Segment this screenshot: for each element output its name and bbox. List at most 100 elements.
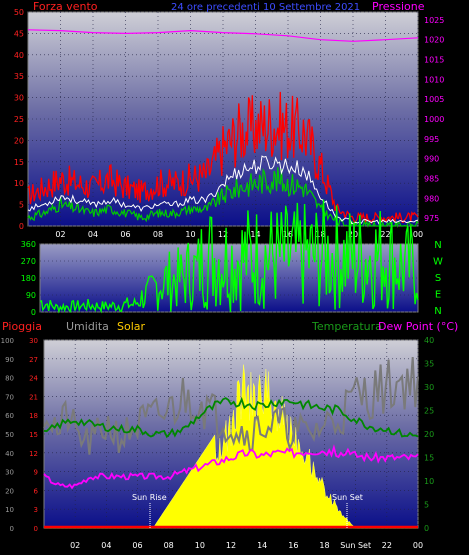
- hour-tick-label: 14: [257, 541, 267, 550]
- rain-tick-label: 21: [29, 393, 38, 401]
- hour-tick-label: 18: [319, 541, 329, 550]
- sun-rise-label: Sun Rise: [132, 493, 167, 502]
- rain-tick-label: 12: [29, 450, 38, 458]
- pressure-tick-label: 995: [424, 135, 439, 144]
- humidity-tick-label: 90: [5, 356, 14, 364]
- hour-tick-label: 00: [413, 541, 423, 550]
- wind-tick-label: 30: [14, 94, 24, 103]
- series-wind-gust: [27, 91, 419, 225]
- pressure-tick-label: 1005: [424, 95, 444, 104]
- wind-title: Forza vento: [33, 0, 98, 13]
- hour-tick-label: 08: [153, 230, 163, 239]
- pressure-tick-label: 1010: [424, 75, 444, 84]
- hour-tick-label: 10: [195, 541, 205, 550]
- pressure-tick-label: 980: [424, 194, 439, 203]
- wind-tick-label: 50: [14, 8, 24, 17]
- wind-tick-label: 5: [19, 201, 24, 210]
- pressure-title: Pressione: [372, 0, 425, 13]
- rain-tick-label: 30: [29, 337, 38, 345]
- hour-tick-label: 12: [218, 230, 228, 239]
- legend-temperature: Temperatura: [311, 320, 382, 333]
- legend-humidity: Umidita: [66, 320, 109, 333]
- humidity-tick-label: 20: [5, 487, 14, 495]
- temperature-tick-label: 10: [424, 477, 434, 486]
- humidity-tick-label: 50: [5, 431, 14, 439]
- pressure-tick-label: 985: [424, 174, 439, 183]
- wind-tick-label: 10: [14, 179, 24, 188]
- pressure-tick-label: 1020: [424, 36, 444, 45]
- rain-tick-label: 9: [34, 469, 38, 477]
- direction-tick-label: 180: [21, 274, 36, 283]
- temperature-tick-label: 5: [424, 501, 429, 510]
- humidity-tick-label: 40: [5, 450, 14, 458]
- pressure-tick-label: 1000: [424, 115, 444, 124]
- rain-tick-label: 0: [34, 525, 38, 533]
- wind-tick-label: 35: [14, 72, 24, 81]
- direction-tick-label: 0: [31, 308, 36, 317]
- hour-tick-label: 02: [70, 541, 80, 550]
- pressure-tick-label: 1015: [424, 56, 444, 65]
- hour-tick-label: 06: [120, 230, 130, 239]
- wind-tick-label: 25: [14, 115, 24, 124]
- compass-label: W: [433, 257, 443, 268]
- compass-label: S: [435, 273, 441, 284]
- wind-tick-label: 40: [14, 51, 24, 60]
- hour-tick-label: Sun Set: [340, 541, 371, 550]
- hour-tick-label: 08: [164, 541, 174, 550]
- wind-tick-label: 15: [14, 158, 24, 167]
- hour-tick-label: 12: [226, 541, 236, 550]
- wind-tick-label: 45: [14, 29, 24, 38]
- temperature-tick-label: 15: [424, 454, 434, 463]
- hour-tick-label: 06: [132, 541, 142, 550]
- rain-tick-label: 24: [29, 375, 38, 383]
- legend-solar: Solar: [117, 320, 146, 333]
- direction-tick-label: 270: [21, 257, 36, 266]
- hour-tick-label: 02: [55, 230, 65, 239]
- temperature-tick-label: 0: [424, 524, 429, 533]
- pressure-tick-label: 1025: [424, 16, 444, 25]
- rain-tick-label: 27: [29, 356, 38, 364]
- humidity-tick-label: 60: [5, 412, 14, 420]
- humidity-tick-label: 30: [5, 469, 14, 477]
- hour-tick-label: 22: [382, 541, 392, 550]
- humidity-tick-label: 0: [10, 525, 14, 533]
- humidity-tick-label: 100: [1, 337, 14, 345]
- series-wind-direction: [39, 199, 419, 314]
- hour-tick-label: 04: [88, 230, 98, 239]
- legend-rain: Pioggia: [2, 320, 42, 333]
- compass-label: N: [434, 306, 441, 317]
- temperature-tick-label: 30: [424, 383, 434, 392]
- humidity-tick-label: 70: [5, 393, 14, 401]
- sun-set-label: Sun Set: [332, 493, 363, 502]
- rain-tick-label: 15: [29, 431, 38, 439]
- hour-tick-label: 00: [413, 230, 423, 239]
- hour-tick-label: 18: [315, 230, 325, 239]
- hour-tick-label: 10: [185, 230, 195, 239]
- wind-tick-label: 0: [19, 222, 24, 231]
- pressure-tick-label: 975: [424, 214, 439, 223]
- series-wind-mean: [27, 155, 419, 225]
- rain-tick-label: 6: [34, 487, 39, 495]
- series-pressure: [27, 29, 419, 42]
- pressure-tick-label: 990: [424, 155, 439, 164]
- hour-tick-label: 16: [288, 541, 298, 550]
- compass-label: E: [435, 290, 441, 301]
- temperature-tick-label: 40: [424, 336, 434, 345]
- hour-tick-label: 22: [380, 230, 390, 239]
- direction-tick-label: 360: [21, 240, 36, 249]
- series-temperature: [43, 396, 419, 439]
- legend-dewpoint: Dew Point (°C): [378, 320, 458, 333]
- wind-tick-label: 20: [14, 136, 24, 145]
- humidity-tick-label: 80: [5, 375, 14, 383]
- series-dewpoint: [43, 444, 419, 490]
- date-title: 24 ore precedenti 10 Settembre 2021: [171, 2, 360, 13]
- hour-tick-label: 14: [250, 230, 260, 239]
- series-wind-average: [27, 167, 419, 228]
- compass-label: N: [434, 240, 441, 251]
- hour-tick-label: 04: [101, 541, 111, 550]
- temperature-tick-label: 25: [424, 407, 434, 416]
- humidity-tick-label: 10: [5, 506, 14, 514]
- rain-tick-label: 3: [34, 506, 38, 514]
